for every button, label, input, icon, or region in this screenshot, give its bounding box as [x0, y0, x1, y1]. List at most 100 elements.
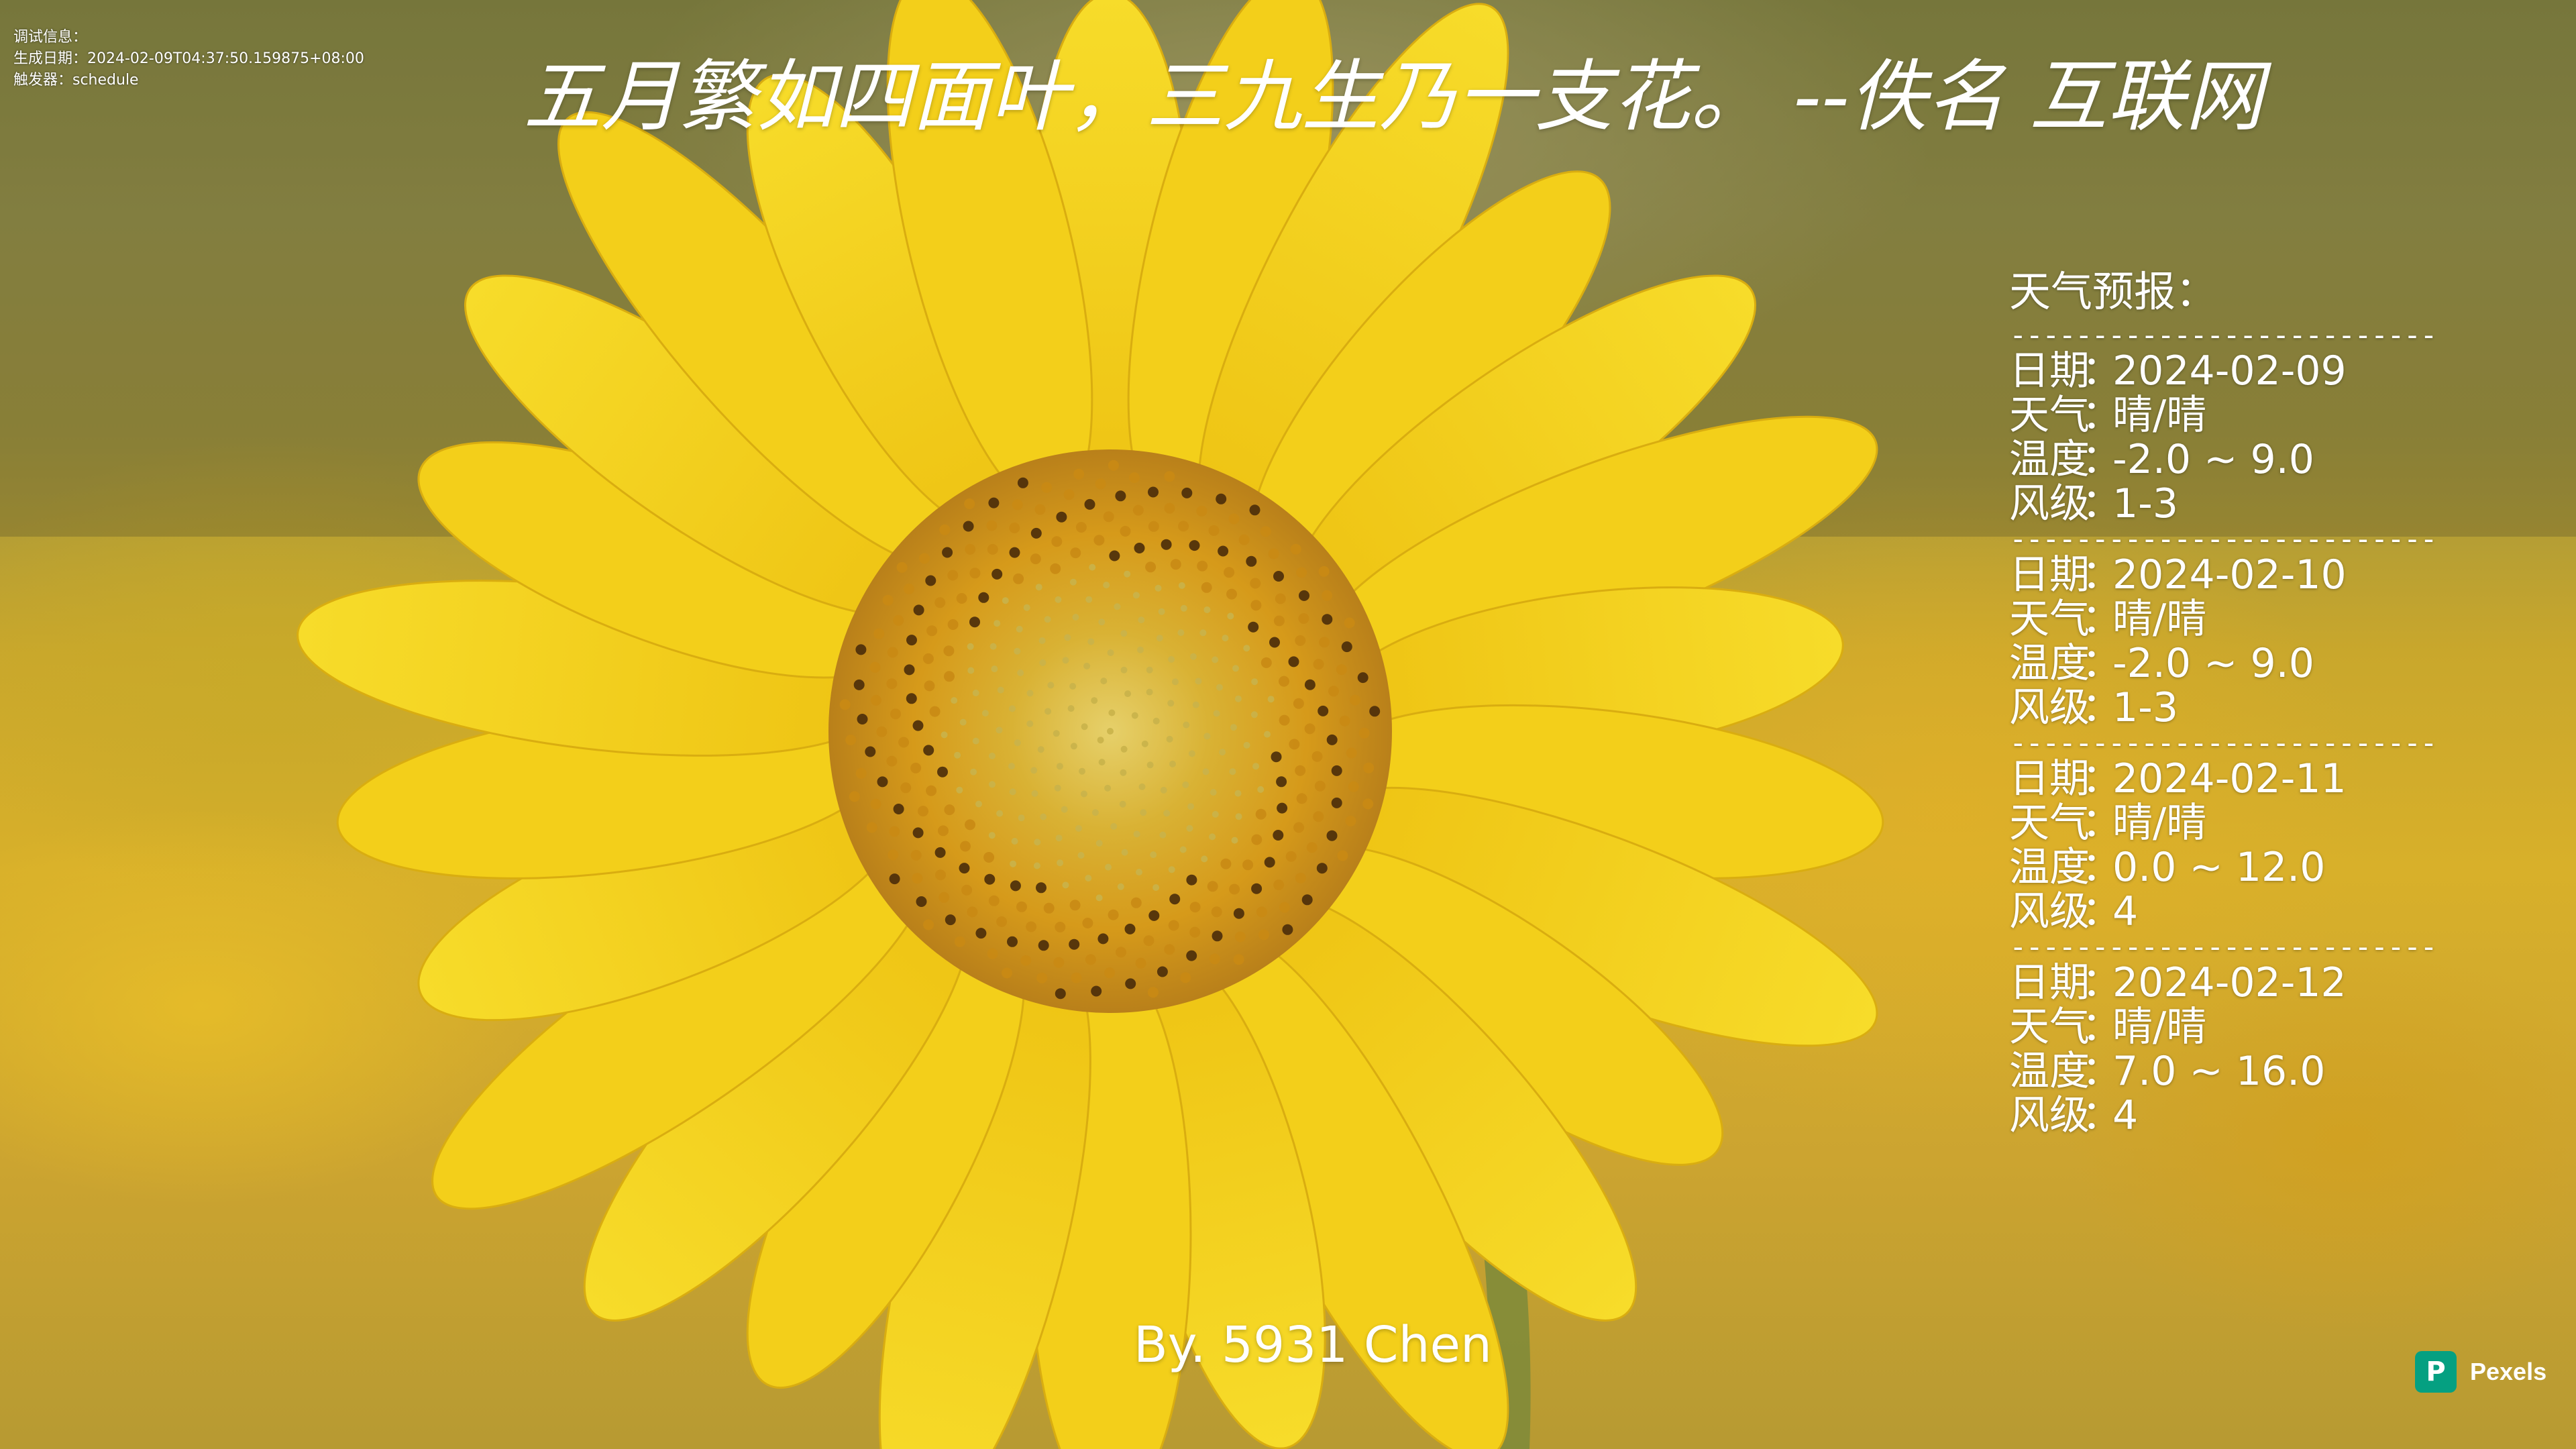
seed: [1260, 657, 1272, 668]
weather-temp-value: -2.0 ~ 9.0: [2112, 640, 2314, 687]
seed: [1016, 625, 1023, 633]
seed: [889, 873, 900, 885]
seed: [1186, 874, 1197, 885]
seed: [1085, 596, 1093, 603]
pexels-attribution[interactable]: P Pexels: [2415, 1348, 2546, 1395]
seed: [886, 755, 898, 767]
seed: [1030, 527, 1042, 539]
seed: [954, 751, 961, 759]
weather-separator: ：: [2082, 959, 2122, 1006]
seed: [963, 521, 974, 532]
weather-separator: ：: [2082, 844, 2122, 891]
weather-weather-row: 天气：晴/晴: [2009, 393, 2479, 437]
seed: [1224, 567, 1235, 578]
seed: [1211, 906, 1222, 918]
seed: [1014, 739, 1021, 747]
seed: [945, 914, 956, 926]
seed: [1212, 930, 1223, 942]
seed: [1227, 612, 1234, 620]
seed: [1235, 813, 1242, 820]
seed: [1273, 571, 1284, 582]
seed: [1081, 723, 1088, 731]
weather-separator: ：: [2082, 436, 2122, 483]
seed: [997, 686, 1004, 694]
seed: [1026, 690, 1034, 697]
seed: [918, 806, 928, 817]
weather-weather-value: 晴/晴: [2112, 392, 2207, 439]
seed: [1148, 910, 1160, 921]
seed: [849, 791, 860, 802]
weather-wind-row: 风级：4: [2009, 890, 2479, 934]
seed: [941, 731, 948, 739]
seed: [1009, 788, 1016, 796]
seed: [1248, 621, 1259, 633]
seed: [1133, 830, 1140, 838]
seed: [965, 819, 975, 830]
seed: [1124, 923, 1136, 934]
seed: [987, 543, 998, 555]
seed: [956, 593, 967, 604]
seed: [1108, 460, 1119, 471]
weather-separator: ：: [2082, 1092, 2122, 1139]
seed: [937, 766, 948, 777]
seed: [1273, 615, 1285, 627]
seed: [1326, 830, 1338, 841]
seed: [1098, 619, 1106, 626]
seed: [1002, 967, 1012, 979]
seed: [1097, 737, 1104, 744]
seed: [1030, 553, 1041, 565]
weather-divider: --------------------------------: [2009, 322, 2438, 349]
seed: [1209, 833, 1216, 841]
seed: [1189, 653, 1197, 660]
seed: [1188, 750, 1195, 757]
weather-date-row: 日期：2024-02-10: [2009, 553, 2479, 597]
seed: [1082, 918, 1093, 928]
seed: [1140, 809, 1147, 816]
seed: [1114, 603, 1121, 610]
weather-date-label: 日期: [2009, 959, 2090, 1006]
seed: [873, 628, 885, 639]
weather-divider: --------------------------------: [2009, 730, 2438, 757]
seed: [1061, 806, 1068, 813]
seed: [1161, 539, 1172, 550]
weather-weather-row: 天气：晴/晴: [2009, 597, 2479, 641]
seed: [896, 561, 908, 573]
seed: [1067, 705, 1075, 712]
weather-date-label: 日期: [2009, 755, 2090, 802]
seed: [1010, 860, 1017, 867]
weather-separator: ：: [2082, 480, 2122, 527]
seed: [1034, 839, 1041, 846]
seed: [1155, 584, 1162, 592]
seed: [1026, 720, 1034, 727]
seed: [1350, 694, 1360, 706]
seed: [1331, 797, 1342, 808]
weather-separator: ：: [2082, 551, 2122, 598]
seed: [898, 737, 910, 748]
seed: [890, 708, 901, 720]
seed: [870, 798, 881, 810]
weather-temp-value: 7.0 ~ 16.0: [2112, 1048, 2326, 1095]
weather-weather-value: 晴/晴: [2112, 596, 2207, 643]
seed: [989, 781, 996, 788]
seed: [1150, 851, 1157, 859]
seed: [1103, 582, 1110, 589]
seed: [1047, 682, 1055, 689]
seed: [1138, 783, 1146, 790]
seed: [969, 568, 981, 579]
weather-weather-value: 晴/晴: [2112, 1004, 2207, 1051]
seed: [1097, 933, 1109, 945]
seed: [1164, 471, 1175, 482]
weather-title: 天气预报：: [2009, 267, 2218, 316]
seed: [1011, 838, 1018, 845]
seed: [855, 644, 867, 655]
seed: [1273, 830, 1284, 841]
seed: [912, 827, 924, 839]
seed: [1192, 701, 1199, 708]
weather-day: 日期：2024-02-12 天气：晴/晴 温度：7.0 ~ 16.0 风级：4: [2009, 961, 2479, 1138]
seed: [923, 919, 934, 930]
seed: [1277, 802, 1288, 814]
seed: [1017, 669, 1024, 676]
seed: [1279, 902, 1290, 913]
seed: [1260, 526, 1271, 537]
seed: [1358, 727, 1370, 739]
